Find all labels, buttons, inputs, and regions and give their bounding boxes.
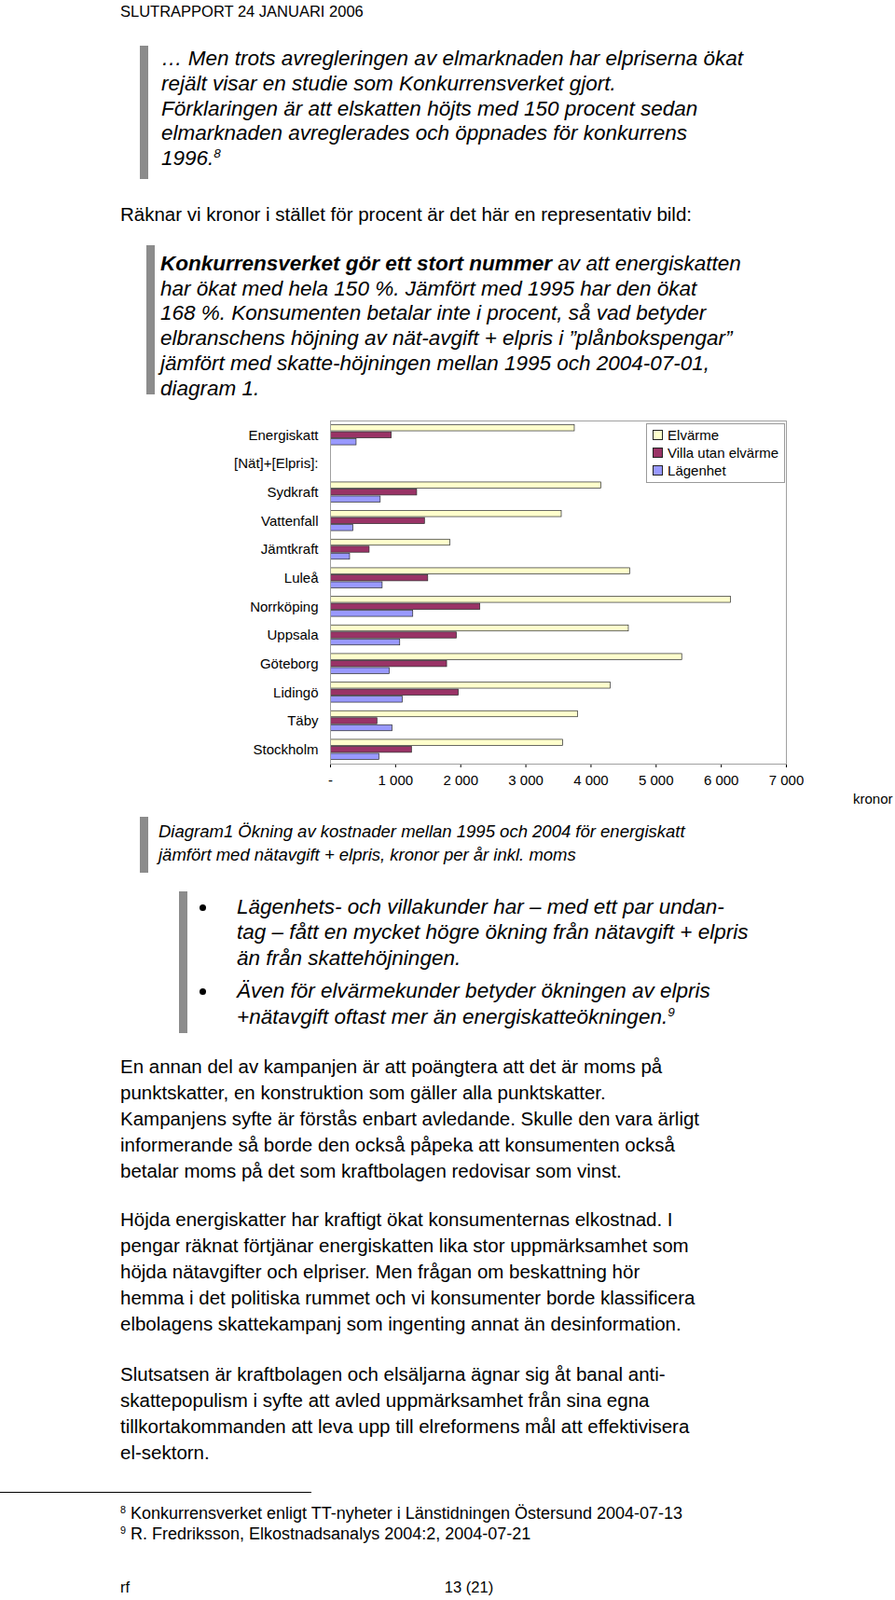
html-text:8Konkurrensverket enligt TT-ny: 8Konkurrensverket enligt TT-nyheter i Lä… — [120, 1503, 683, 1523]
html-text:elbranschens höjning av nät-av: elbranschens höjning av nät-avgift + elp… — [160, 326, 733, 350]
svg-text:Jämtkraft: Jämtkraft — [261, 540, 320, 557]
svg-text:Göteborg: Göteborg — [260, 655, 319, 672]
html-text:Även för elvärmekunder betyder: Även för elvärmekunder betyder ökningen … — [236, 979, 711, 1003]
svg-text:7 000: 7 000 — [769, 771, 805, 788]
html-text:168 %. Konsumenten betalar int: 168 %. Konsumenten betalar inte i procen… — [160, 301, 707, 325]
svg-text:Norrköping: Norrköping — [249, 598, 318, 615]
svg-text:-: - — [328, 771, 333, 788]
html-text:än från skattehöjningen.: än från skattehöjningen. — [236, 946, 461, 970]
svg-text:5 000: 5 000 — [638, 771, 675, 788]
html-text:informerande så borde den ocks: informerande så borde den också påpeka a… — [120, 1133, 675, 1155]
html-text:punktskatter, en konstruktion: punktskatter, en konstruktion som gäller… — [120, 1081, 606, 1103]
html-text:13 (21): 13 (21) — [444, 1578, 494, 1596]
svg-text:Uppsala: Uppsala — [266, 626, 319, 643]
html-text:elbolagens skattekampanj som i: elbolagens skattekampanj som ingenting a… — [120, 1312, 682, 1334]
html-text:betalar moms på det som kraftb: betalar moms på det som kraftbolagen red… — [120, 1159, 622, 1181]
svg-text:Lidingö: Lidingö — [273, 684, 318, 701]
svg-text:3 000: 3 000 — [508, 771, 544, 788]
html-text:Höjda energiskatter har krafti: Höjda energiskatter har kraftigt ökat ko… — [120, 1208, 673, 1230]
html-text:Förklaringen är att elskatten: Förklaringen är att elskatten höjts med … — [161, 96, 698, 120]
html-text:SLUTRAPPORT 24 JANUARI 2006: SLUTRAPPORT 24 JANUARI 2006 — [120, 2, 364, 20]
html-text:elmarknaden avreglerades och ö: elmarknaden avreglerades och öppnades fö… — [161, 121, 688, 145]
html-text:tillkortakommanden att leva up: tillkortakommanden att leva upp till elr… — [120, 1415, 690, 1437]
html-text:har ökat med hela 150 %. Jämfö: har ökat med hela 150 %. Jämfört med 199… — [160, 276, 697, 300]
html-text:Konkurrensverket gör ett stort: Konkurrensverket gör ett stort nummer av… — [160, 251, 741, 276]
html-text:pengar räknat förtjänar energi: pengar räknat förtjänar energiskatten li… — [120, 1234, 689, 1256]
svg-text:Sydkraft: Sydkraft — [266, 483, 319, 500]
svg-text:4 000: 4 000 — [573, 771, 609, 788]
html-text:1996.8: 1996.8 — [161, 146, 221, 170]
html-text:En annan del av kampanjen är a: En annan del av kampanjen är att poängte… — [120, 1055, 663, 1077]
svg-text:Energiskatt: Energiskatt — [247, 426, 319, 443]
html-text:Kampanjens syfte är förstås en: Kampanjens syfte är förstås enbart avled… — [120, 1107, 700, 1129]
html-text:diagram 1.: diagram 1. — [160, 376, 260, 400]
html-text:jämfört med skatte-höjningen m: jämfört med skatte-höjningen mellan 1995… — [160, 351, 710, 375]
html-text:hemma i det politiska rummet o: hemma i det politiska rummet och vi kons… — [120, 1286, 695, 1308]
html-text:rf: rf — [120, 1578, 130, 1596]
svg-text:kronor: kronor — [853, 790, 894, 807]
html-text:… Men trots avregleringen av e: … Men trots avregleringen av elmarknaden… — [161, 46, 744, 70]
html-text:jämfört med nätavgift + elpris: jämfört med nätavgift + elpris, kronor p… — [158, 844, 576, 865]
html-text:Lägenhets- och villakunder har: Lägenhets- och villakunder har – med ett… — [236, 895, 725, 919]
svg-text:Täby: Täby — [287, 712, 319, 729]
html-text:Lägenhet: Lägenhet — [667, 462, 726, 479]
svg-text:[Nät]+[Elpris]:: [Nät]+[Elpris]: — [234, 454, 318, 471]
svg-text:Stockholm: Stockholm — [252, 741, 318, 758]
html-text:+nätavgift oftast mer än energ: +nätavgift oftast mer än energiskatteökn… — [236, 1004, 675, 1028]
svg-text:Vattenfall: Vattenfall — [261, 512, 318, 529]
html-text:Slutsatsen är kraftbolagen och: Slutsatsen är kraftbolagen och elsäljarn… — [120, 1363, 666, 1385]
html-text:9R. Fredriksson, Elkostnadsana: 9R. Fredriksson, Elkostnadsanalys 2004:2… — [120, 1523, 531, 1543]
html-text:Villa utan elvärme: Villa utan elvärme — [667, 444, 779, 461]
html-text:tag – fått en mycket högre ökn: tag – fått en mycket högre ökning från n… — [236, 920, 749, 944]
html-text:höjda nätavgifter och elpriser: höjda nätavgifter och elpriser. Men fråg… — [120, 1260, 640, 1282]
svg-text:Luleå: Luleå — [284, 569, 319, 586]
html-text:Diagram1 Ökning av kostnader m: Diagram1 Ökning av kostnader mellan 1995… — [158, 821, 685, 841]
html-text:el-sektorn.: el-sektorn. — [120, 1441, 210, 1463]
html-text:Elvärme: Elvärme — [667, 426, 719, 443]
html-text:rejält visar en studie som Kon: rejält visar en studie som Konkurrensver… — [161, 71, 616, 95]
svg-text:1 000: 1 000 — [378, 771, 414, 788]
html-text:skattepopulism i syfte att avl: skattepopulism i syfte att avled uppmärk… — [120, 1389, 650, 1411]
svg-text:6 000: 6 000 — [703, 771, 740, 788]
svg-text:2 000: 2 000 — [442, 771, 479, 788]
html-text:Räknar vi kronor i stället för: Räknar vi kronor i stället för procent ä… — [120, 203, 692, 225]
